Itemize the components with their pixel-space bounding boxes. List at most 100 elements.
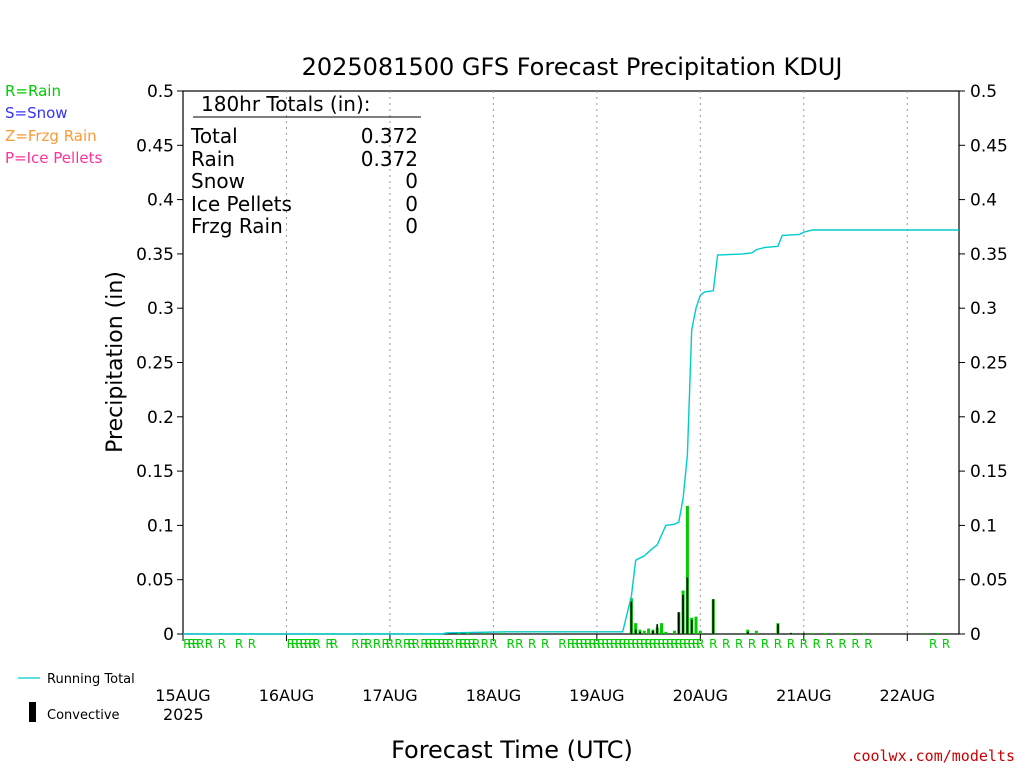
- precip-type-mark: R: [644, 637, 652, 651]
- precip-type-mark: R: [864, 637, 872, 651]
- precip-type-mark: R: [205, 637, 213, 651]
- precip-type-mark: R: [787, 637, 795, 651]
- convective-bar: [634, 629, 637, 634]
- precip-type-mark: R: [364, 637, 372, 651]
- rain-bar: [685, 505, 689, 634]
- totals-header: 180hr Totals (in):: [201, 92, 371, 116]
- precip-type-mark: R: [640, 637, 648, 651]
- precip-type-mark: R: [584, 637, 592, 651]
- precip-type-mark: R: [218, 637, 226, 651]
- precip-type-mark: R: [481, 637, 489, 651]
- y-tick-label-right: 0.5: [970, 82, 997, 102]
- rain-bar: [862, 632, 866, 634]
- precip-type-mark: R: [761, 637, 769, 651]
- precip-type-mark: R: [330, 637, 338, 651]
- precip-type-mark: R: [248, 637, 256, 651]
- precip-type-mark: R: [304, 637, 312, 651]
- precip-type-mark: R: [735, 637, 743, 651]
- y-tick-label-right: 0.1: [970, 516, 997, 536]
- precip-type-mark: R: [800, 637, 808, 651]
- precip-type-mark: R: [528, 637, 536, 651]
- precip-type-mark: R: [442, 637, 450, 651]
- precip-type-mark: R: [774, 637, 782, 651]
- precip-type-mark: R: [627, 637, 635, 651]
- precip-type-mark: R: [472, 637, 480, 651]
- precip-type-mark: R: [825, 637, 833, 651]
- convective-bar: [630, 601, 633, 634]
- y-tick-label-right: 0.2: [970, 408, 997, 428]
- rain-bar: [660, 623, 664, 634]
- rain-bar: [849, 632, 853, 634]
- precip-type-mark: R: [312, 637, 320, 651]
- credit-link[interactable]: coolwx.com/modelts: [852, 747, 1015, 765]
- x-tick-label: 16AUG: [259, 686, 314, 705]
- y-tick-label-left: 0: [163, 625, 174, 645]
- y-tick-label-left: 0.35: [136, 245, 174, 265]
- plot-frame: [182, 90, 960, 635]
- rain-bar: [457, 632, 461, 634]
- x-tick-label: 15AUG: [155, 686, 210, 705]
- precip-type-mark: R: [649, 637, 657, 651]
- precip-type-mark: R: [575, 637, 583, 651]
- convective-bar: [790, 632, 792, 634]
- precip-type-mark: R: [929, 637, 937, 651]
- legend-ice-pellets: P=Ice Pellets: [5, 149, 102, 167]
- convective-bar: [656, 624, 659, 634]
- rain-bar: [698, 630, 702, 634]
- precip-type-mark: R: [196, 637, 204, 651]
- totals-label-ice-pellets: Ice Pellets: [191, 192, 292, 216]
- y-tick-label-right: 0.25: [970, 354, 1008, 374]
- precip-type-mark: R: [601, 637, 609, 651]
- precip-type-mark: R: [403, 637, 411, 651]
- precip-type-mark: R: [489, 637, 497, 651]
- precip-type-mark: R: [851, 637, 859, 651]
- y-tick-label-right: 0.35: [970, 245, 1008, 265]
- precip-type-mark: R: [942, 637, 950, 651]
- totals-value-frzg-rain: 0: [405, 214, 418, 238]
- precip-type-mark: R: [813, 637, 821, 651]
- convective-bar: [686, 577, 689, 634]
- rain-bar: [754, 630, 758, 634]
- x-axis: 15AUG 16AUG 17AUG 18AUG 19AUG 20AUG 21AUG 22AUG: [155, 634, 935, 705]
- precip-type-mark: R: [295, 637, 303, 651]
- precip-type-mark: R: [541, 637, 549, 651]
- precip-type-mark: R: [515, 637, 523, 651]
- precip-type-mark: R: [662, 637, 670, 651]
- rain-bar: [634, 623, 638, 634]
- precip-type-mark: R: [692, 637, 700, 651]
- precip-type-mark: R: [606, 637, 614, 651]
- rain-bar: [664, 631, 668, 634]
- precip-type-mark: R: [373, 637, 381, 651]
- rain-bar: [466, 632, 470, 634]
- legend-frzg-rain: Z=Frzg Rain: [5, 127, 97, 145]
- totals-label-total: Total: [190, 124, 238, 148]
- convective-bar: [777, 624, 779, 634]
- precip-type-mark: R: [653, 637, 661, 651]
- chart-title: 2025081500 GFS Forecast Precipitation KD…: [302, 53, 843, 81]
- precip-type-mark: R: [459, 637, 467, 651]
- x-tick-label: 18AUG: [466, 686, 521, 705]
- y-tick-label-right: 0: [970, 625, 981, 645]
- precip-type-mark: R: [433, 637, 441, 651]
- precip-type-mark: R: [425, 637, 433, 651]
- precip-type-mark: R: [287, 637, 295, 651]
- precip-type-mark: R: [407, 637, 415, 651]
- x-tick-label: 21AUG: [776, 686, 831, 705]
- precip-type-mark: R: [593, 637, 601, 651]
- y-tick-label-right: 0.45: [970, 136, 1008, 156]
- y-tick-label-right: 0.4: [970, 191, 997, 211]
- precip-type-mark: R: [597, 637, 605, 651]
- y-axis-left: 0 0.05 0.1 0.15 0.2 0.25 0.3 0.35 0.4 0.45 0.5: [136, 82, 183, 645]
- precip-type-mark: R: [679, 637, 687, 651]
- precip-type-mark: R: [631, 637, 639, 651]
- totals-label-snow: Snow: [191, 169, 245, 193]
- running-total-line: [183, 229, 959, 635]
- precip-type-mark: R: [580, 637, 588, 651]
- precip-type-mark: R: [235, 637, 243, 651]
- convective-legend-label: Convective: [47, 708, 120, 723]
- rain-bar: [923, 632, 927, 634]
- y-axis-label: Precipitation (in): [103, 271, 128, 453]
- precip-type-mark: R: [360, 637, 368, 651]
- rain-bars: [444, 505, 939, 634]
